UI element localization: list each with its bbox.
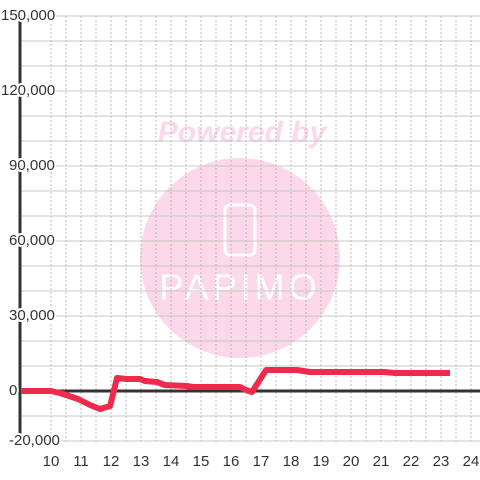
x-tick-label: 11 [73,453,89,470]
x-tick-label: 17 [253,453,270,470]
x-tick-label: 18 [283,453,300,470]
x-tick-label: 10 [43,453,60,470]
data-line [21,367,450,412]
logo-phone [223,203,257,257]
y-tick-label: 120,000 [1,82,55,99]
x-tick-label: 24 [463,453,480,470]
y-tick-label: 30,000 [9,307,55,324]
x-tick-label: 12 [103,453,120,470]
labels: -20,000 0 30,000 60,000 90,000 120,000 150,000… [0,5,480,470]
x-tick-label: 13 [133,453,150,470]
y-tick-label: 0 [9,382,17,399]
watermark: Powered by PAPIMO [140,116,340,358]
x-tick-label: 21 [373,453,390,470]
logo-text: PAPIMO [159,267,320,308]
x-tick-label: 15 [193,453,210,470]
plot [21,367,450,412]
y-tick-label: 90,000 [9,157,55,174]
x-tick-label: 20 [343,453,360,470]
logo-circle [140,158,340,358]
watermark-text: Powered by [158,116,328,149]
x-tick-label: 14 [163,453,180,470]
y-tick-label: 150,000 [1,7,55,24]
y-tick-label: 60,000 [9,232,55,249]
y-tick-label: -20,000 [9,432,60,449]
x-tick-label: 22 [403,453,420,470]
x-tick-label: 19 [313,453,330,470]
x-tick-label: 23 [433,453,450,470]
x-tick-label: 16 [223,453,240,470]
